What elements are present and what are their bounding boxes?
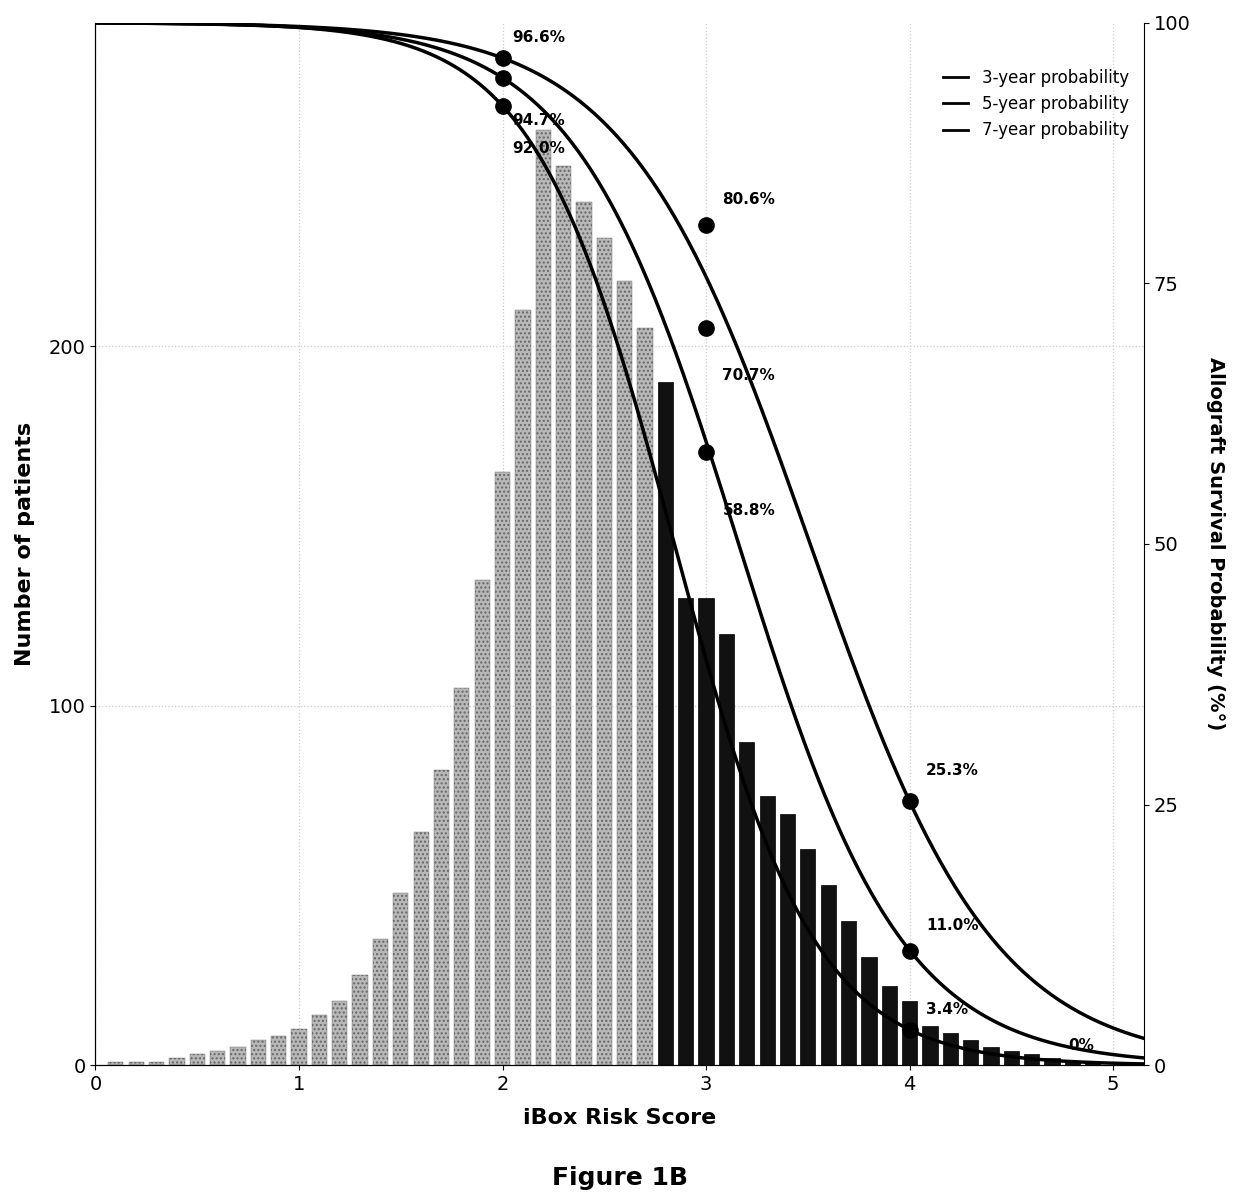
Bar bbox=[332, 1001, 347, 1065]
Legend: 3-year probability, 5-year probability, 7-year probability: 3-year probability, 5-year probability, … bbox=[936, 63, 1136, 146]
Bar bbox=[556, 166, 572, 1065]
X-axis label: iBox Risk Score: iBox Risk Score bbox=[523, 1108, 717, 1128]
Text: 0%: 0% bbox=[1069, 1038, 1094, 1053]
Bar bbox=[311, 1015, 327, 1065]
Bar bbox=[373, 940, 388, 1065]
Bar bbox=[475, 580, 490, 1065]
Bar bbox=[760, 795, 775, 1065]
Bar bbox=[170, 1059, 185, 1065]
Text: 58.8%: 58.8% bbox=[723, 503, 775, 517]
Text: 92.0%: 92.0% bbox=[512, 141, 565, 156]
Bar bbox=[719, 634, 734, 1065]
Text: 11.0%: 11.0% bbox=[926, 918, 978, 932]
Bar bbox=[882, 986, 897, 1065]
Bar bbox=[942, 1033, 959, 1065]
Bar bbox=[577, 202, 591, 1065]
Bar bbox=[495, 472, 510, 1065]
Bar bbox=[454, 688, 470, 1065]
Text: 25.3%: 25.3% bbox=[926, 764, 978, 778]
Bar bbox=[352, 976, 368, 1065]
Bar bbox=[149, 1061, 164, 1065]
Text: 94.7%: 94.7% bbox=[512, 113, 565, 128]
Bar bbox=[923, 1026, 937, 1065]
Bar bbox=[637, 328, 652, 1065]
Bar bbox=[901, 1001, 918, 1065]
Bar bbox=[963, 1041, 978, 1065]
Y-axis label: Allograft Survival Probability (%°): Allograft Survival Probability (%°) bbox=[1207, 357, 1225, 730]
Bar bbox=[516, 310, 531, 1065]
Bar bbox=[698, 598, 714, 1065]
Text: Figure 1B: Figure 1B bbox=[552, 1166, 688, 1190]
Text: 80.6%: 80.6% bbox=[723, 192, 775, 207]
Bar bbox=[657, 383, 673, 1065]
Text: 3.4%: 3.4% bbox=[926, 1002, 968, 1018]
Bar bbox=[250, 1041, 265, 1065]
Bar bbox=[678, 598, 693, 1065]
Bar bbox=[800, 849, 816, 1065]
Bar bbox=[1085, 1061, 1100, 1065]
Y-axis label: Number of patients: Number of patients bbox=[15, 422, 35, 666]
Bar bbox=[1065, 1061, 1080, 1065]
Bar bbox=[596, 238, 613, 1065]
Bar bbox=[190, 1055, 205, 1065]
Bar bbox=[862, 958, 877, 1065]
Bar bbox=[413, 831, 429, 1065]
Bar bbox=[1003, 1051, 1019, 1065]
Bar bbox=[618, 282, 632, 1065]
Bar bbox=[1044, 1059, 1060, 1065]
Bar bbox=[983, 1048, 998, 1065]
Bar bbox=[536, 130, 551, 1065]
Bar bbox=[780, 813, 795, 1065]
Bar bbox=[841, 921, 856, 1065]
Text: 96.6%: 96.6% bbox=[512, 30, 565, 46]
Bar bbox=[231, 1048, 246, 1065]
Bar bbox=[821, 885, 836, 1065]
Bar bbox=[393, 893, 408, 1065]
Bar bbox=[272, 1037, 286, 1065]
Bar bbox=[108, 1061, 124, 1065]
Bar bbox=[1024, 1055, 1039, 1065]
Bar bbox=[210, 1051, 226, 1065]
Bar bbox=[291, 1030, 306, 1065]
Text: 70.7%: 70.7% bbox=[723, 368, 775, 384]
Bar bbox=[129, 1061, 144, 1065]
Bar bbox=[434, 770, 449, 1065]
Bar bbox=[739, 741, 754, 1065]
